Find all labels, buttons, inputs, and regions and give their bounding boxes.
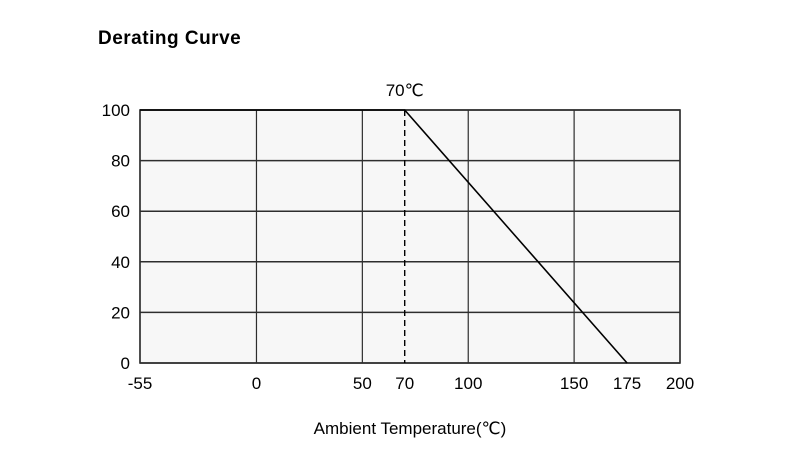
chart-title: Derating Curve — [98, 28, 242, 49]
x-axis-title: Ambient Temperature(℃) — [313, 419, 507, 438]
reference-line-label: 70℃ — [386, 81, 424, 100]
y-tick-label: 60 — [111, 202, 130, 221]
x-tick-label: 100 — [454, 374, 482, 393]
x-tick-label: 150 — [560, 374, 588, 393]
y-tick-label: 0 — [121, 354, 130, 373]
y-tick-label: 40 — [111, 253, 130, 272]
y-tick-label: 80 — [111, 152, 130, 171]
x-tick-label: 0 — [252, 374, 261, 393]
plot-area — [140, 110, 680, 363]
series-derating — [140, 109, 628, 364]
x-tick-label: 50 — [353, 374, 372, 393]
y-tick-label: 20 — [111, 303, 130, 322]
x-tick-label: -55 — [128, 374, 153, 393]
x-tick-label: 200 — [666, 374, 694, 393]
y-tick-label: 100 — [102, 101, 130, 120]
x-tick-label: 70 — [395, 374, 414, 393]
plot-border — [139, 109, 681, 364]
x-tick-label: 175 — [613, 374, 641, 393]
